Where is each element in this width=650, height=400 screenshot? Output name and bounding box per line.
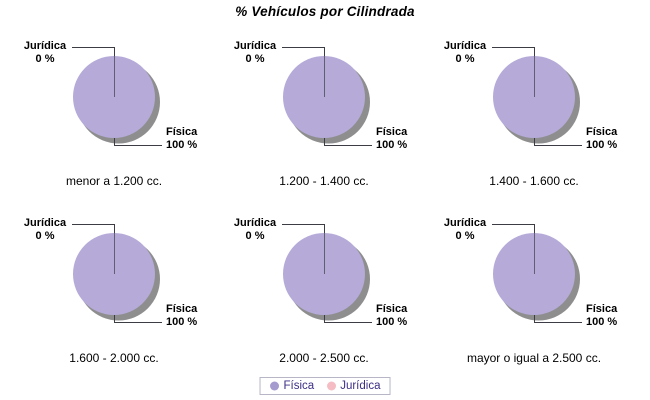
callout-line-fisica <box>324 315 372 323</box>
callout-line-juridica <box>72 47 115 56</box>
callout-line-fisica <box>114 315 162 323</box>
slice-name: Jurídica <box>23 217 67 229</box>
slice-name: Física <box>166 126 198 138</box>
legend-label-fisica: Física <box>283 380 315 392</box>
callout-line-fisica <box>534 315 582 323</box>
legend-label-juridica: Jurídica <box>340 380 381 392</box>
callout-line-juridica <box>282 47 325 56</box>
slice-label-fisica: Física 100 % <box>586 126 638 152</box>
pie-cell-3: Jurídica 0 % Física 100 % 1.400 - 1.600 … <box>429 35 639 212</box>
slice-percent: 0 % <box>35 53 55 65</box>
bullet-circle <box>326 381 336 391</box>
slice-percent: 100 % <box>586 139 618 151</box>
callout-line-juridica <box>72 224 115 233</box>
pie-graphic-2 <box>282 47 372 146</box>
slice-percent: 100 % <box>376 316 408 328</box>
slice-label-juridica: Jurídica 0 % <box>436 217 494 243</box>
pie-caption: menor a 1.200 cc. <box>65 174 163 188</box>
pie-caption: mayor o igual a 2.500 cc. <box>466 351 602 365</box>
slice-label-juridica: Jurídica 0 % <box>16 40 74 66</box>
pie-graphic-6 <box>492 224 582 323</box>
slice-label-juridica: Jurídica 0 % <box>226 40 284 66</box>
pie-cell-1: Jurídica 0 % Física 100 % menor a 1.200 … <box>9 35 219 212</box>
slice-name: Física <box>586 303 618 315</box>
slice-label-juridica: Jurídica 0 % <box>16 217 74 243</box>
callout-line-juridica <box>492 47 535 56</box>
slice-label-juridica: Jurídica 0 % <box>226 217 284 243</box>
callout-line-juridica <box>282 224 325 233</box>
slice-percent: 0 % <box>455 230 475 242</box>
pie-graphic-4 <box>72 224 162 323</box>
slice-name: Jurídica <box>233 40 277 52</box>
slice-percent: 0 % <box>245 230 265 242</box>
slice-percent: 0 % <box>455 53 475 65</box>
legend-item-fisica: Física <box>270 380 315 392</box>
pie-grid: Jurídica 0 % Física 100 % menor a 1.200 … <box>9 35 639 389</box>
pie-graphic-1 <box>72 47 162 146</box>
pie-cell-6: Jurídica 0 % Física 100 % mayor o igual … <box>429 212 639 389</box>
callout-line-juridica <box>492 224 535 233</box>
pie-cell-4: Jurídica 0 % Física 100 % 1.600 - 2.000 … <box>9 212 219 389</box>
slice-percent: 100 % <box>586 316 618 328</box>
slice-name: Jurídica <box>443 217 487 229</box>
slice-name: Física <box>166 303 198 315</box>
chart-legend: Física Jurídica <box>259 377 391 395</box>
chart-title: % Vehículos por Cilindrada <box>235 4 415 19</box>
callout-line-fisica <box>534 138 582 146</box>
slice-label-fisica: Física 100 % <box>376 303 428 329</box>
slice-label-fisica: Física 100 % <box>166 126 218 152</box>
legend-bullet-juridica-icon <box>326 381 336 391</box>
legend-item-juridica: Jurídica <box>326 380 380 392</box>
slice-name: Jurídica <box>23 40 67 52</box>
slice-label-fisica: Física 100 % <box>166 303 218 329</box>
pie-caption: 2.000 - 2.500 cc. <box>279 351 369 365</box>
pie-caption: 1.200 - 1.400 cc. <box>279 174 369 188</box>
pie-cell-2: Jurídica 0 % Física 100 % 1.200 - 1.400 … <box>219 35 429 212</box>
slice-name: Jurídica <box>233 217 277 229</box>
slice-percent: 100 % <box>166 139 198 151</box>
callout-line-fisica <box>324 138 372 146</box>
callout-line-fisica <box>114 138 162 146</box>
pie-graphic-5 <box>282 224 372 323</box>
slice-label-fisica: Física 100 % <box>376 126 428 152</box>
slice-name: Física <box>586 126 618 138</box>
pie-caption: 1.600 - 2.000 cc. <box>69 351 159 365</box>
slice-percent: 100 % <box>376 139 408 151</box>
pie-graphic-3 <box>492 47 582 146</box>
slice-label-fisica: Física 100 % <box>586 303 638 329</box>
legend-bullet-fisica-icon <box>270 381 280 391</box>
slice-name: Jurídica <box>443 40 487 52</box>
slice-percent: 0 % <box>35 230 55 242</box>
slice-percent: 100 % <box>166 316 198 328</box>
slice-name: Física <box>376 126 408 138</box>
slice-label-juridica: Jurídica 0 % <box>436 40 494 66</box>
slice-percent: 0 % <box>245 53 265 65</box>
pie-caption: 1.400 - 1.600 cc. <box>489 174 579 188</box>
pie-cell-5: Jurídica 0 % Física 100 % 2.000 - 2.500 … <box>219 212 429 389</box>
slice-name: Física <box>376 303 408 315</box>
bullet-circle <box>270 381 280 391</box>
